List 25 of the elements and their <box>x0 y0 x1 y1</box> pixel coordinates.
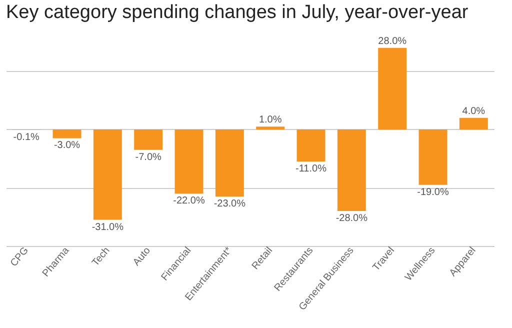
x-tick-label: Tech <box>90 245 112 269</box>
data-label: -3.0% <box>54 140 80 152</box>
chart-title: Key category spending changes in July, year-over-year <box>6 2 469 23</box>
data-label: 4.0% <box>462 106 486 117</box>
bar <box>418 129 448 185</box>
data-label: -31.0% <box>92 222 124 233</box>
data-label: 28.0% <box>378 36 407 47</box>
data-label: -11.0% <box>296 164 327 175</box>
data-label: 1.0% <box>258 114 282 126</box>
data-label: -7.0% <box>135 152 162 163</box>
data-label: -23.0% <box>214 198 246 210</box>
data-label: -19.0% <box>417 186 449 198</box>
bar <box>215 129 244 196</box>
bar <box>52 129 82 138</box>
bar <box>256 126 285 130</box>
data-label: -22.0% <box>173 196 205 207</box>
data-label: -0.1% <box>13 132 40 143</box>
bar <box>378 48 407 130</box>
bar <box>459 118 488 130</box>
bar <box>296 129 326 162</box>
data-label: -28.0% <box>336 213 368 224</box>
bar <box>337 129 366 212</box>
bar <box>174 129 204 194</box>
bar <box>93 129 122 220</box>
bar <box>134 129 163 150</box>
